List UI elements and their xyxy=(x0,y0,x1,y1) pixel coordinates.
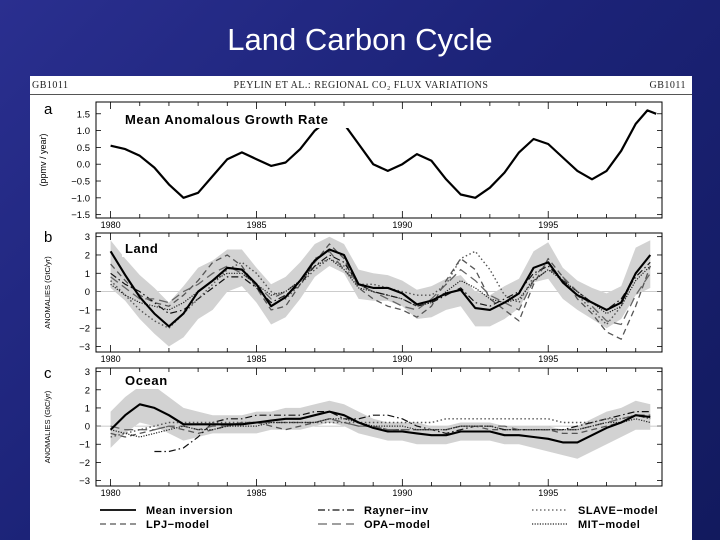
panel-c-title-bg xyxy=(122,373,171,389)
panel-b-series-lpj-model xyxy=(110,243,651,340)
x-tick-label: 1995 xyxy=(538,354,558,364)
x-tick-label: 1990 xyxy=(392,488,412,498)
figure: GB1011 PEYLIN ET AL.: REGIONAL CO₂ FLUX … xyxy=(30,76,692,540)
y-tick-label: −2 xyxy=(79,458,90,469)
y-tick-label: −1 xyxy=(79,440,90,451)
journal-code-right: GB1011 xyxy=(649,80,686,91)
y-tick-label: −3 xyxy=(79,476,90,487)
panel-c-series-lpj-model xyxy=(110,414,651,438)
x-tick-label: 1990 xyxy=(392,220,412,230)
y-tick-label: 2 xyxy=(85,250,90,261)
y-tick-label: −3 xyxy=(79,342,90,353)
panel-b-ylabel: ANOMALIES (GtC/yr) xyxy=(43,256,52,329)
panel-c-series-slave-model xyxy=(110,414,651,438)
panel-c-series-mean-inversion xyxy=(109,403,651,444)
y-tick-label: 0 xyxy=(85,287,90,298)
panel-c-uncertainty-band xyxy=(110,386,651,459)
y-tick-label: 0 xyxy=(85,422,90,433)
panel-a-frame xyxy=(95,101,663,219)
y-tick-label: 1.0 xyxy=(77,126,90,137)
panel-c-ylabel: ANOMALIES (GtC/yr) xyxy=(43,390,52,463)
y-tick-label: 1 xyxy=(85,269,90,280)
panel-a-title: Mean Anomalous Growth Rate xyxy=(125,112,329,127)
y-tick-label: −1 xyxy=(79,305,90,316)
panel-a-title-bg xyxy=(122,112,352,128)
x-tick-label: 1980 xyxy=(101,220,121,230)
y-tick-label: −2 xyxy=(79,324,90,335)
x-tick-label: 1985 xyxy=(246,354,266,364)
y-tick-label: 2 xyxy=(85,385,90,396)
y-tick-label: 0.0 xyxy=(77,160,90,171)
panel-c-title: Ocean xyxy=(125,373,168,388)
legend-label: MIT−model xyxy=(578,519,640,531)
legend-label: SLAVE−model xyxy=(578,505,658,517)
x-tick-label: 1980 xyxy=(101,354,121,364)
panel-b-series-opa-model xyxy=(110,250,651,326)
journal-code-left: GB1011 xyxy=(32,80,69,91)
y-tick-label: 1 xyxy=(85,403,90,414)
panel-a-letter: a xyxy=(44,101,53,118)
panel-b-title: Land xyxy=(125,241,158,256)
running-header: PEYLIN ET AL.: REGIONAL CO₂ FLUX VARIATI… xyxy=(233,80,489,91)
x-tick-label: 1995 xyxy=(538,488,558,498)
legend-label: Rayner−inv xyxy=(364,505,429,517)
x-tick-label: 1985 xyxy=(246,220,266,230)
y-tick-label: −1.0 xyxy=(71,193,90,204)
header-rule xyxy=(30,94,692,95)
panel-c-frame xyxy=(95,367,663,487)
panel-b-uncertainty-band xyxy=(110,236,651,347)
x-tick-label: 1995 xyxy=(538,220,558,230)
y-tick-label: 3 xyxy=(85,367,90,378)
panel-b-letter: b xyxy=(44,229,52,246)
panel-c-letter: c xyxy=(44,365,52,382)
y-tick-label: 3 xyxy=(85,232,90,243)
panel-a-ylabel: (ppmv / year) xyxy=(38,133,48,186)
legend-label: OPA−model xyxy=(364,519,430,531)
y-tick-label: 0.5 xyxy=(77,143,90,154)
panel-c-series-rayner-inv xyxy=(154,411,651,453)
y-tick-label: −0.5 xyxy=(71,177,90,188)
y-tick-label: −1.5 xyxy=(71,210,90,221)
legend-label: Mean inversion xyxy=(146,505,233,517)
x-tick-label: 1985 xyxy=(246,488,266,498)
x-tick-label: 1990 xyxy=(392,354,412,364)
legend-label: LPJ−model xyxy=(146,519,210,531)
chart-figure: a (ppmv / year) −1.5 −1.0 −0.5 0.0 0.5 1.0 1.5 19… xyxy=(38,101,663,531)
panel-b-frame xyxy=(95,232,663,353)
panel-b-series-mean-inversion xyxy=(109,248,652,328)
panel-c-series-mit-model xyxy=(110,418,651,438)
panel-b-title-bg xyxy=(122,241,163,257)
slide-title: Land Carbon Cycle xyxy=(227,22,493,57)
x-tick-label: 1980 xyxy=(101,488,121,498)
panel-a-series-growth-rate xyxy=(110,109,657,199)
y-tick-label: 1.5 xyxy=(77,109,90,120)
